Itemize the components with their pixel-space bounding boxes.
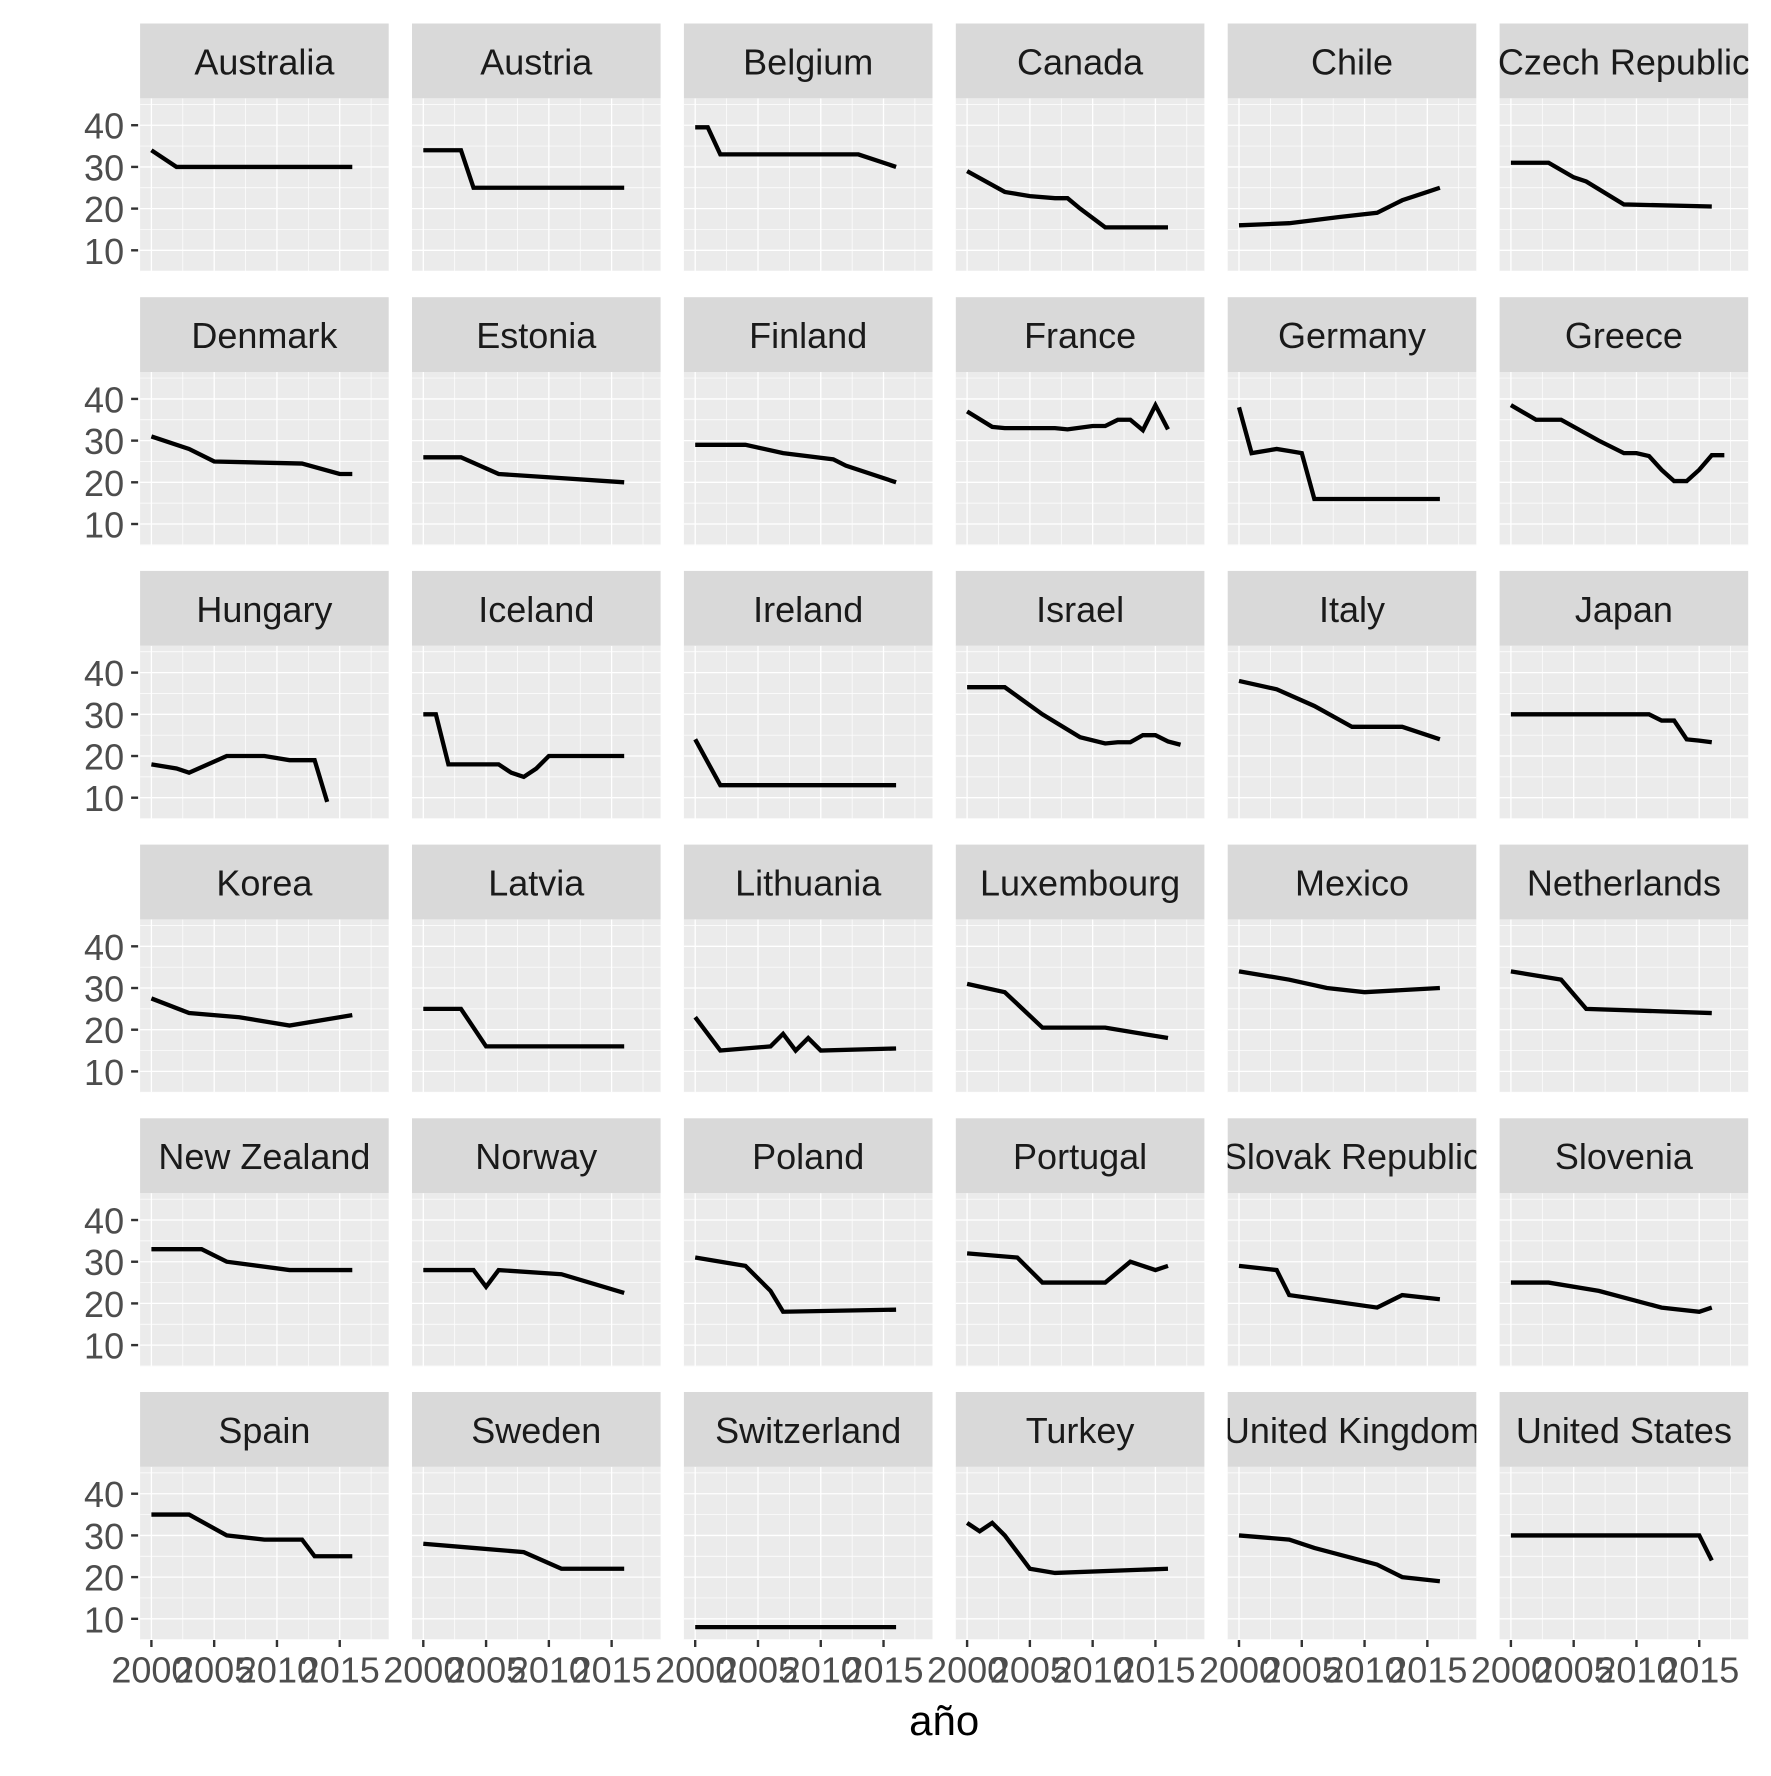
svg-text:Italy: Italy (1319, 589, 1385, 630)
svg-text:Austria: Austria (480, 41, 593, 82)
svg-text:Ireland: Ireland (753, 589, 863, 630)
svg-text:Estonia: Estonia (476, 315, 597, 356)
svg-text:10: 10 (84, 778, 124, 819)
svg-text:United Kingdom: United Kingdom (1224, 1410, 1480, 1451)
svg-text:20: 20 (84, 1558, 124, 1599)
svg-text:2015: 2015 (572, 1649, 652, 1690)
svg-text:Slovenia: Slovenia (1555, 1136, 1694, 1177)
svg-text:40: 40 (84, 927, 124, 968)
svg-text:Switzerland: Switzerland (715, 1410, 901, 1451)
svg-text:Hungary: Hungary (196, 589, 332, 630)
svg-text:30: 30 (84, 1516, 124, 1557)
svg-text:10: 10 (84, 231, 124, 272)
svg-text:Slovak Republic: Slovak Republic (1223, 1136, 1481, 1177)
svg-text:Germany: Germany (1278, 315, 1426, 356)
svg-text:40: 40 (84, 1474, 124, 1515)
svg-text:20: 20 (84, 1284, 124, 1325)
svg-text:40: 40 (84, 106, 124, 147)
svg-text:30: 30 (84, 969, 124, 1010)
svg-text:2015: 2015 (843, 1649, 923, 1690)
svg-text:2015: 2015 (1115, 1649, 1195, 1690)
svg-text:10: 10 (84, 1599, 124, 1640)
svg-text:20: 20 (84, 1010, 124, 1051)
svg-text:Chile: Chile (1311, 41, 1393, 82)
svg-text:Czech Republic: Czech Republic (1498, 41, 1750, 82)
svg-text:Sweden: Sweden (471, 1410, 601, 1451)
svg-text:Netherlands: Netherlands (1527, 863, 1721, 904)
svg-text:Turkey: Turkey (1026, 1410, 1135, 1451)
svg-text:10: 10 (84, 505, 124, 546)
svg-text:30: 30 (84, 695, 124, 736)
svg-text:30: 30 (84, 1242, 124, 1283)
svg-text:2015: 2015 (300, 1649, 380, 1690)
svg-text:20: 20 (84, 189, 124, 230)
svg-text:Latvia: Latvia (488, 863, 585, 904)
svg-text:Japan: Japan (1575, 589, 1673, 630)
svg-text:New Zealand: New Zealand (158, 1136, 370, 1177)
svg-text:30: 30 (84, 421, 124, 462)
svg-text:Luxembourg: Luxembourg (980, 863, 1180, 904)
svg-text:Australia: Australia (194, 41, 335, 82)
svg-text:Mexico: Mexico (1295, 863, 1409, 904)
svg-text:20: 20 (84, 737, 124, 778)
svg-text:40: 40 (84, 1201, 124, 1242)
svg-text:Canada: Canada (1017, 41, 1144, 82)
svg-text:30: 30 (84, 147, 124, 188)
svg-text:Lithuania: Lithuania (735, 863, 882, 904)
svg-text:Spain: Spain (218, 1410, 310, 1451)
svg-text:2015: 2015 (1659, 1649, 1739, 1690)
svg-text:Portugal: Portugal (1013, 1136, 1147, 1177)
svg-text:20: 20 (84, 463, 124, 504)
svg-text:40: 40 (84, 653, 124, 694)
svg-text:40: 40 (84, 379, 124, 420)
svg-text:10: 10 (84, 1326, 124, 1367)
svg-text:Greece: Greece (1565, 315, 1683, 356)
svg-text:10: 10 (84, 1052, 124, 1093)
svg-text:United States: United States (1516, 1410, 1732, 1451)
svg-text:Belgium: Belgium (743, 41, 873, 82)
svg-text:Israel: Israel (1036, 589, 1124, 630)
svg-text:Finland: Finland (749, 315, 867, 356)
svg-text:año: año (909, 1697, 979, 1744)
svg-text:Denmark: Denmark (191, 315, 338, 356)
svg-text:Iceland: Iceland (478, 589, 594, 630)
svg-text:Korea: Korea (216, 863, 313, 904)
svg-text:Poland: Poland (752, 1136, 864, 1177)
svg-text:France: France (1024, 315, 1136, 356)
svg-text:2015: 2015 (1387, 1649, 1467, 1690)
svg-text:Norway: Norway (475, 1136, 597, 1177)
